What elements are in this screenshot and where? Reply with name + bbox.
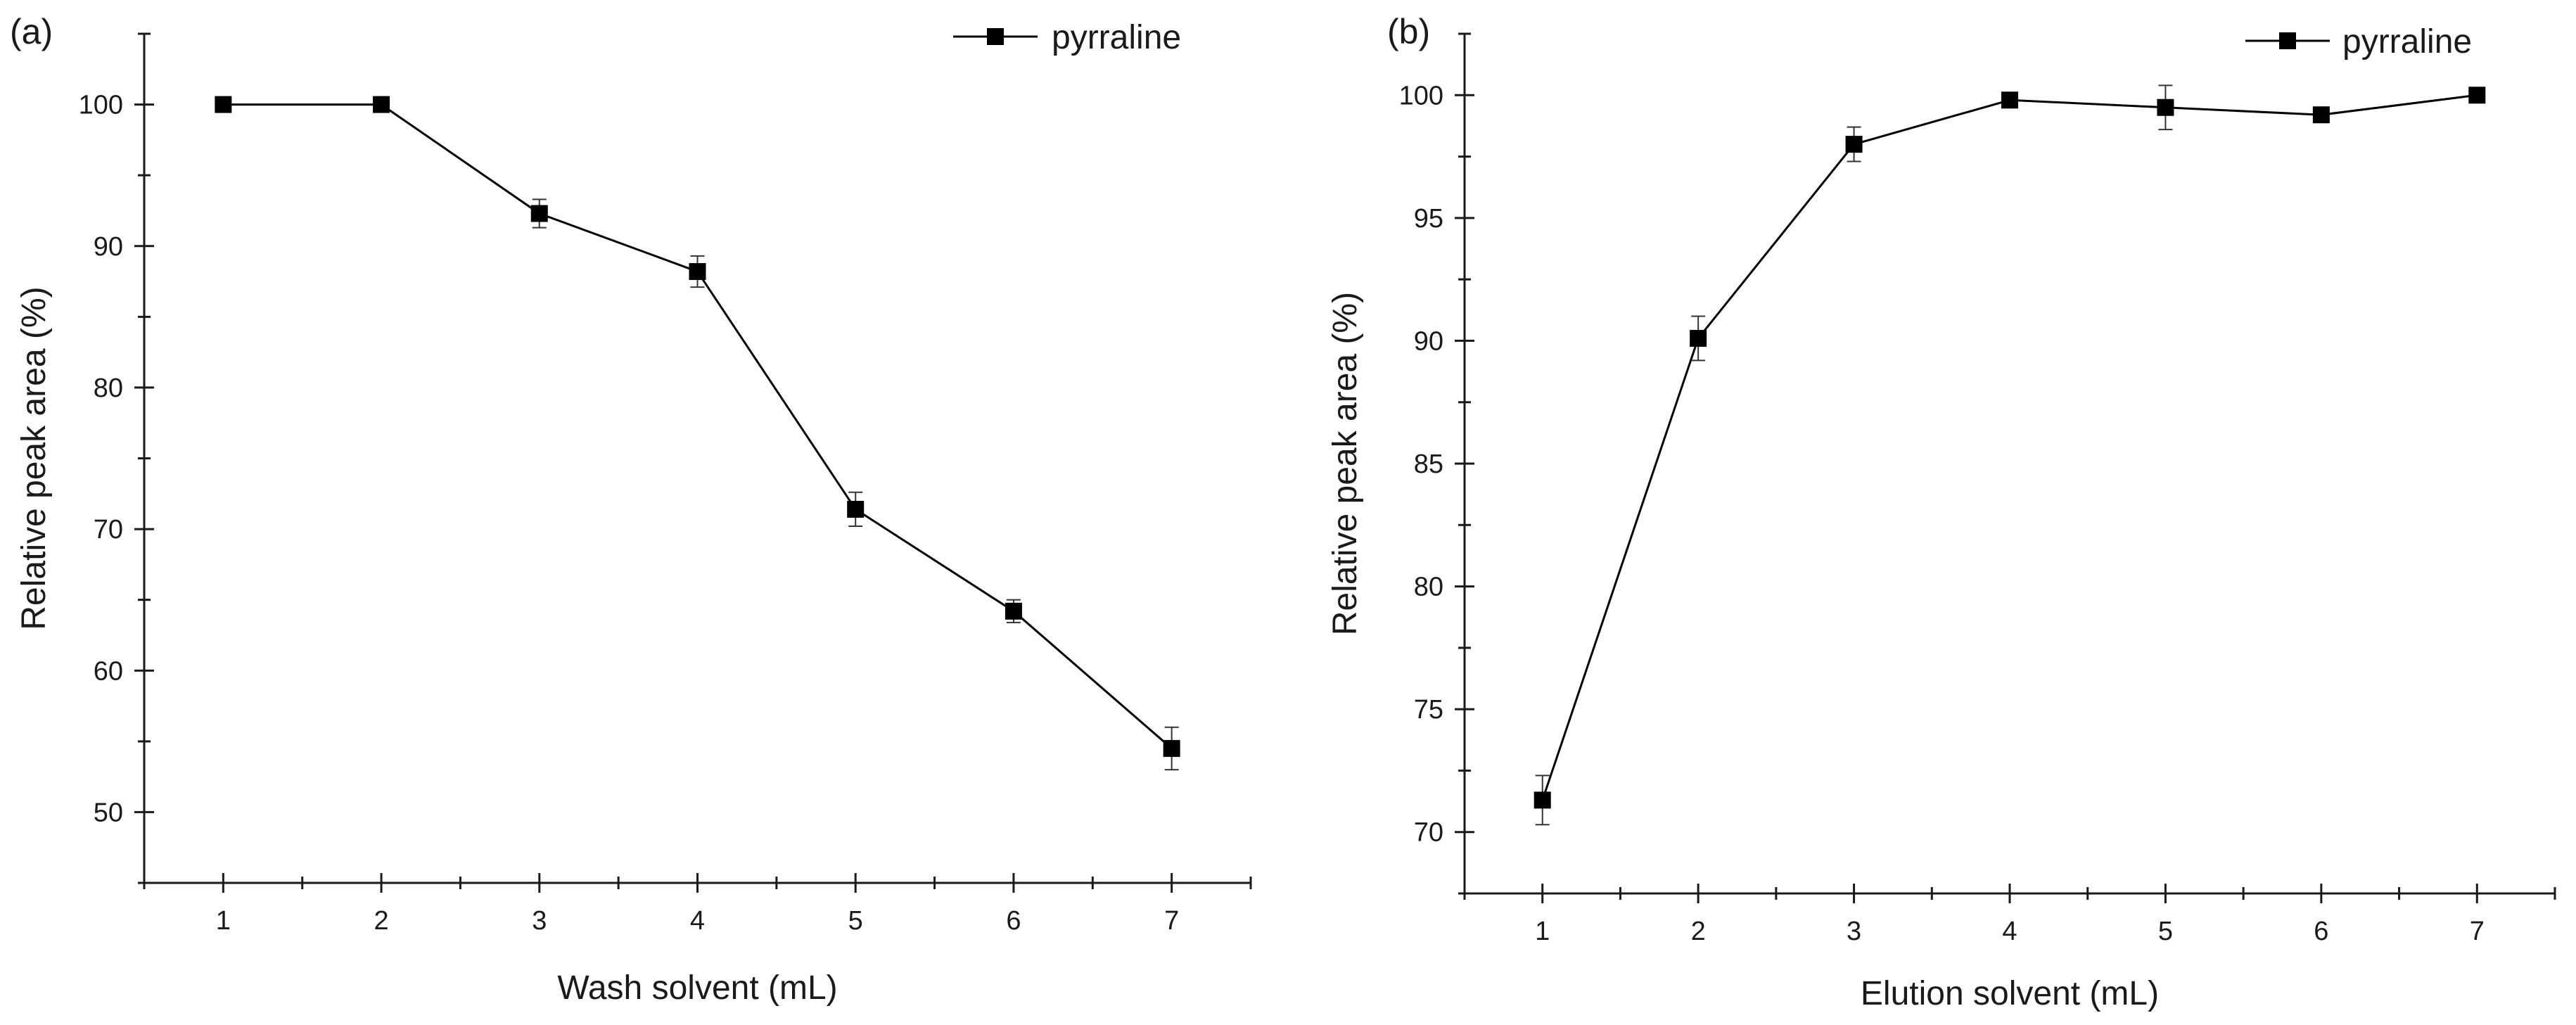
x-tick-label: 6 [2314, 917, 2328, 946]
data-point [215, 96, 232, 113]
x-tick-label: 2 [1691, 917, 1706, 946]
data-point [689, 262, 706, 280]
x-tick-label: 4 [690, 906, 705, 936]
legend-marker [2279, 32, 2296, 49]
y-tick-label: 80 [94, 374, 123, 403]
x-tick-label: 5 [848, 906, 863, 936]
x-tick-label: 7 [1164, 906, 1179, 936]
y-tick-label: 50 [94, 798, 123, 827]
x-tick-label: 1 [216, 906, 231, 936]
y-tick-label: 100 [1399, 81, 1443, 110]
x-axis-title: Elution solvent (mL) [1861, 975, 2159, 1012]
y-axis-title: Relative peak area (%) [1327, 292, 1364, 635]
x-tick-label: 5 [2158, 917, 2173, 946]
data-point [1005, 602, 1022, 620]
data-point [847, 500, 865, 518]
y-tick-label: 60 [94, 656, 123, 686]
data-point [530, 205, 548, 222]
x-tick-label: 3 [1847, 917, 1861, 946]
data-point [2468, 87, 2486, 104]
data-point [1845, 136, 1863, 153]
data-point [2157, 98, 2174, 116]
data-point [1690, 329, 1707, 347]
x-tick-label: 1 [1535, 917, 1550, 946]
x-tick-label: 6 [1006, 906, 1021, 936]
data-point [2312, 106, 2330, 124]
legend-label: pyrraline [2342, 23, 2472, 61]
y-tick-label: 80 [1414, 573, 1443, 602]
panel-b: (b) 1 2 3 4 5 6 7 70 75 80 85 90 95 100 Elution solvent… [1327, 12, 2556, 1012]
y-tick-label: 70 [94, 515, 123, 545]
y-tick-label: 75 [1414, 695, 1443, 725]
data-point [1163, 739, 1180, 757]
legend-label: pyrraline [1052, 19, 1181, 56]
y-axis-title: Relative peak area (%) [15, 286, 53, 630]
legend-marker [987, 28, 1004, 45]
y-tick-label: 90 [1414, 326, 1443, 356]
x-tick-label: 3 [532, 906, 547, 936]
x-axis-title: Wash solvent (mL) [557, 969, 837, 1007]
x-tick-label: 2 [374, 906, 389, 936]
y-tick-label: 100 [79, 91, 123, 120]
y-tick-label: 85 [1414, 450, 1443, 479]
data-point [1534, 791, 1551, 809]
y-tick-label: 95 [1414, 204, 1443, 234]
panel-label: (a) [10, 12, 53, 51]
x-tick-label: 4 [2002, 917, 2017, 946]
y-tick-label: 70 [1414, 818, 1443, 848]
panel-a: (a) 1 2 3 4 5 6 7 50 60 70 80 90 100 Wash solvent (mL)… [10, 12, 1252, 1007]
data-point [373, 96, 390, 113]
y-tick-label: 90 [94, 232, 123, 262]
panel-label: (b) [1387, 12, 1430, 51]
x-tick-label: 7 [2470, 917, 2485, 946]
data-point [2001, 91, 2018, 109]
